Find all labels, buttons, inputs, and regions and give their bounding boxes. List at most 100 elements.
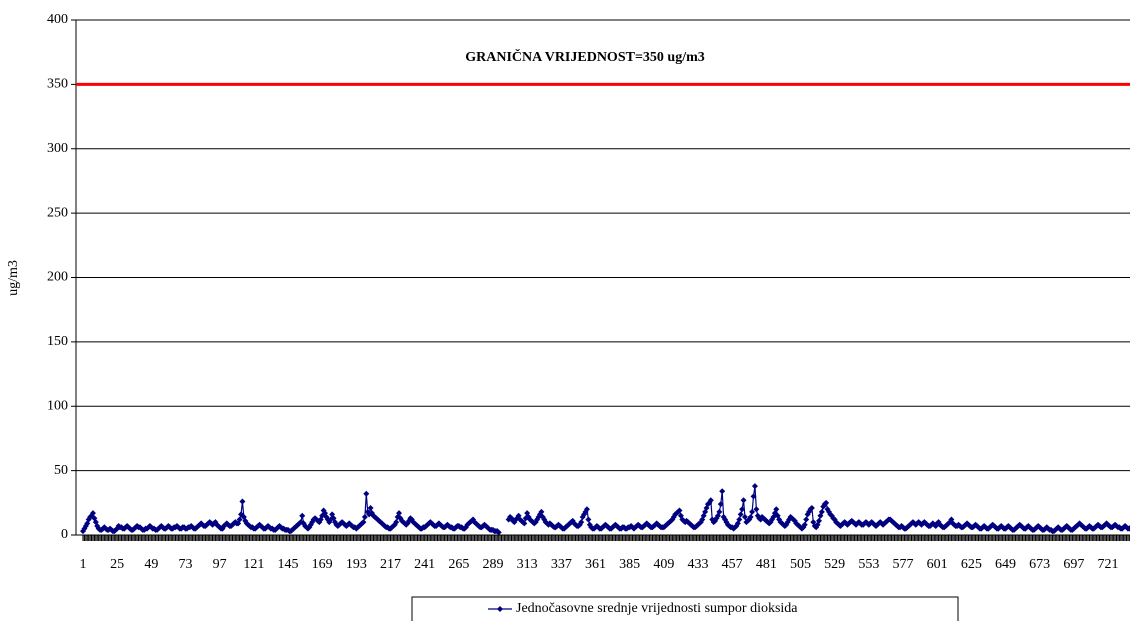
x-tick bbox=[908, 535, 910, 541]
x-tick bbox=[680, 535, 682, 541]
x-tick bbox=[714, 535, 716, 541]
x-tick bbox=[792, 535, 794, 541]
x-tick bbox=[633, 535, 635, 541]
x-tick bbox=[785, 535, 787, 541]
x-tick bbox=[88, 535, 90, 541]
data-point bbox=[367, 504, 374, 511]
x-tick bbox=[1029, 535, 1031, 541]
x-tick bbox=[943, 535, 945, 541]
x-tick bbox=[809, 535, 812, 541]
x-tick bbox=[1069, 535, 1071, 541]
data-point bbox=[521, 520, 528, 527]
x-tick bbox=[704, 535, 706, 541]
data-point bbox=[749, 508, 756, 515]
x-tick bbox=[1107, 535, 1109, 541]
x-tick bbox=[323, 535, 325, 541]
x-tick bbox=[757, 535, 759, 541]
x-tick bbox=[1027, 535, 1029, 541]
x-tick bbox=[128, 535, 130, 541]
x-tick bbox=[781, 535, 783, 541]
x-tick bbox=[86, 535, 88, 541]
x-tick bbox=[367, 535, 369, 541]
x-tick bbox=[140, 535, 142, 541]
x-tick-label: 265 bbox=[448, 557, 469, 572]
x-tick bbox=[936, 535, 938, 541]
x-tick bbox=[727, 535, 729, 541]
x-tick bbox=[431, 535, 433, 541]
x-tick bbox=[163, 535, 165, 541]
x-tick bbox=[841, 535, 843, 541]
x-tick bbox=[253, 535, 255, 541]
x-tick bbox=[747, 535, 749, 541]
x-tick-label: 457 bbox=[722, 557, 743, 572]
x-tick bbox=[389, 535, 392, 541]
x-tick bbox=[120, 535, 122, 541]
x-tick bbox=[149, 535, 151, 541]
x-tick bbox=[291, 535, 293, 541]
x-tick bbox=[945, 535, 947, 541]
x-tick bbox=[996, 535, 998, 541]
x-tick bbox=[1040, 535, 1042, 541]
x-tick bbox=[681, 535, 683, 541]
x-tick bbox=[394, 535, 396, 541]
x-tick bbox=[93, 535, 95, 541]
x-tick bbox=[246, 535, 248, 541]
x-tick bbox=[933, 535, 935, 541]
x-tick bbox=[535, 535, 537, 541]
x-tick bbox=[475, 535, 477, 541]
x-tick bbox=[328, 535, 330, 541]
x-tick bbox=[230, 535, 232, 541]
x-tick bbox=[441, 535, 443, 541]
x-tick bbox=[182, 535, 184, 541]
x-tick bbox=[207, 535, 209, 541]
x-tick bbox=[217, 535, 219, 541]
data-point bbox=[89, 510, 96, 517]
data-point bbox=[751, 483, 758, 490]
x-tick bbox=[156, 535, 158, 541]
x-tick bbox=[324, 535, 326, 541]
x-tick bbox=[582, 535, 584, 541]
x-tick bbox=[203, 535, 205, 541]
x-tick bbox=[462, 535, 464, 541]
data-point bbox=[578, 519, 585, 526]
x-tick bbox=[926, 535, 928, 541]
x-tick-label: 241 bbox=[414, 557, 435, 572]
data-point bbox=[737, 511, 744, 518]
x-tick bbox=[1067, 535, 1069, 541]
x-tick bbox=[983, 535, 985, 541]
x-tick bbox=[301, 535, 303, 541]
x-tick bbox=[703, 535, 705, 541]
x-tick bbox=[227, 535, 229, 541]
x-tick-label: 601 bbox=[927, 557, 948, 572]
x-tick bbox=[529, 535, 531, 541]
x-tick bbox=[952, 535, 954, 541]
x-tick bbox=[261, 535, 263, 541]
x-tick bbox=[684, 535, 686, 541]
x-tick bbox=[103, 535, 105, 541]
x-tick bbox=[1019, 535, 1021, 541]
x-tick bbox=[1070, 535, 1072, 541]
x-tick bbox=[89, 535, 91, 541]
x-tick bbox=[473, 535, 476, 541]
x-tick bbox=[300, 535, 302, 541]
x-tick bbox=[503, 535, 505, 541]
x-tick bbox=[986, 535, 988, 541]
x-tick bbox=[567, 535, 569, 541]
x-tick bbox=[135, 535, 137, 541]
x-tick-label: 337 bbox=[551, 557, 572, 572]
x-tick bbox=[831, 535, 833, 541]
x-tick bbox=[518, 535, 520, 541]
x-tick bbox=[1044, 535, 1046, 541]
x-tick bbox=[892, 535, 894, 541]
x-tick bbox=[489, 535, 491, 541]
x-tick bbox=[553, 535, 555, 541]
x-tick bbox=[206, 535, 208, 541]
x-tick bbox=[822, 535, 824, 541]
x-tick bbox=[224, 535, 226, 541]
x-tick bbox=[630, 535, 632, 541]
x-tick bbox=[872, 535, 874, 541]
x-tick bbox=[683, 535, 685, 541]
x-tick bbox=[846, 535, 849, 541]
data-point bbox=[717, 501, 724, 508]
x-tick bbox=[1064, 535, 1066, 541]
